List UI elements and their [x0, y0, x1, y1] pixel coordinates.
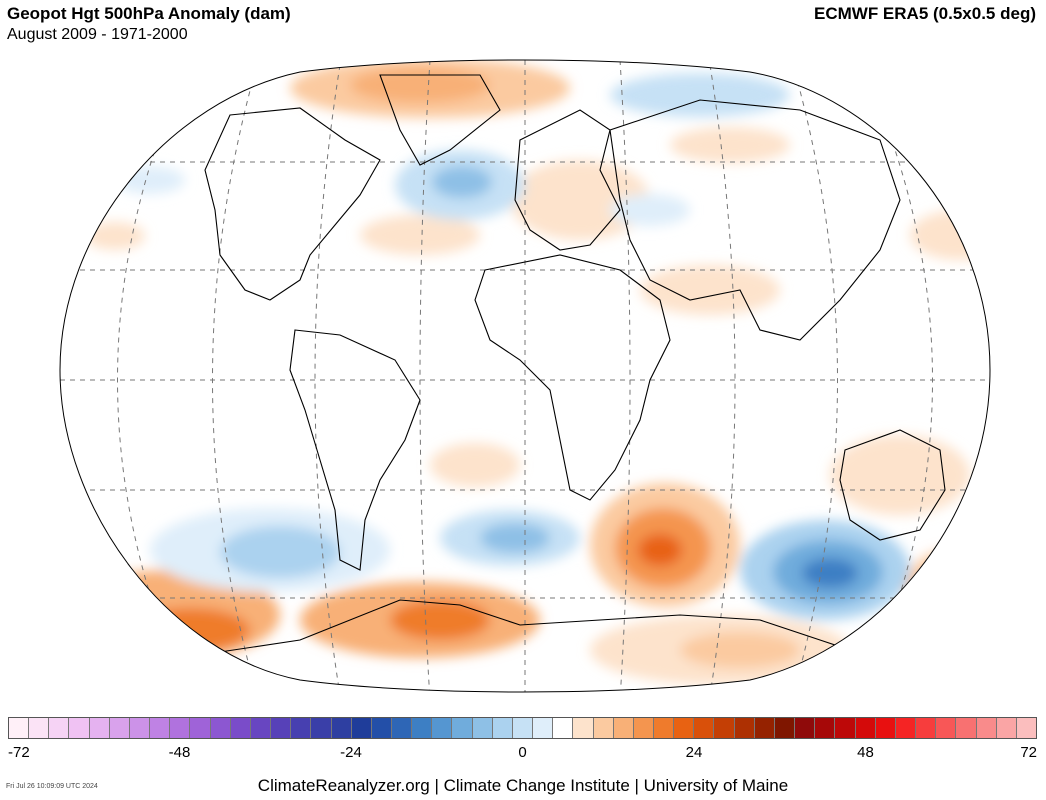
colorbar-swatch — [331, 718, 352, 738]
anomaly-antarctic-positive-core — [390, 600, 490, 640]
colorbar-swatch — [170, 718, 191, 738]
greenland-outline — [379, 74, 501, 166]
colorbar-swatch — [976, 718, 997, 738]
colorbar-swatch — [1016, 718, 1036, 738]
anomaly-atlantic-positive — [360, 215, 480, 255]
north-america-outline — [204, 107, 381, 301]
colorbar-swatch — [391, 718, 413, 738]
africa-outline — [474, 254, 671, 501]
colorbar-tick-label: 72 — [1020, 744, 1037, 761]
colorbar-swatch — [533, 718, 554, 738]
colorbar-swatch — [230, 718, 251, 738]
colorbar-swatch — [573, 718, 594, 738]
colorbar-swatch — [412, 718, 433, 738]
colorbar-swatch — [29, 718, 50, 738]
colorbar-swatch — [250, 718, 272, 738]
anomaly-sw-indian-positive-core — [638, 534, 682, 566]
europe-outline — [514, 109, 621, 251]
anomaly-far-east-positive — [905, 550, 990, 630]
colorbar-swatch — [774, 718, 796, 738]
colorbar-swatch — [432, 718, 453, 738]
world-anomaly-map — [59, 59, 991, 693]
colorbar-swatch — [49, 718, 70, 738]
colorbar-tick-label: -48 — [168, 744, 191, 761]
colorbar-swatch — [835, 718, 856, 738]
render-timestamp: Fri Jul 26 10:09:09 UTC 2024 — [6, 783, 98, 790]
globe-border — [59, 59, 991, 693]
map-subtitle: August 2009 - 1971-2000 — [7, 26, 188, 43]
asia-outline — [609, 99, 901, 341]
anomaly-pacific-positive — [85, 222, 145, 250]
anomaly-north-atlantic-negative-core — [432, 166, 492, 198]
colorbar-swatch — [674, 718, 695, 738]
colorbar-swatch — [956, 718, 977, 738]
colorbar-tick-label: 48 — [857, 744, 874, 761]
colorbar-swatch — [512, 718, 534, 738]
colorbar-swatch — [875, 718, 896, 738]
anomaly-asia-positive — [640, 265, 780, 315]
graticule — [60, 60, 990, 692]
colorbar-swatch — [633, 718, 654, 738]
colorbar-swatch — [210, 718, 231, 738]
data-source-label: ECMWF ERA5 (0.5x0.5 deg) — [814, 4, 1036, 23]
colorbar-swatch — [916, 718, 937, 738]
colorbar-tick-label: -72 — [8, 744, 30, 761]
anomaly-arctic-positive-core — [350, 67, 490, 103]
colorbar-ticks: -72 -48 -24 0 24 48 72 — [8, 744, 1037, 764]
colorbar-swatch — [150, 718, 171, 738]
australia-outline — [839, 429, 946, 541]
colorbar-swatch — [694, 718, 715, 738]
credits-footer: ClimateReanalyzer.org | Climate Change I… — [257, 776, 789, 795]
colorbar-swatch — [452, 718, 473, 738]
colorbar-swatch — [714, 718, 735, 738]
anomaly-pacific-east-positive — [910, 210, 990, 260]
colorbar-swatch — [89, 718, 110, 738]
colorbar-swatch — [613, 718, 634, 738]
anomaly-south-pacific-negative-core — [220, 526, 340, 578]
anomaly-north-pacific-negative — [115, 166, 185, 194]
colorbar-tick-label: 0 — [518, 744, 527, 761]
anomaly-arctic-negative — [610, 73, 790, 117]
colorbar-tick-label: -24 — [340, 744, 362, 761]
colorbar-swatch — [795, 718, 816, 738]
colorbar-swatch — [855, 718, 876, 738]
anomaly-south-atlantic-positive — [430, 443, 520, 487]
colorbar-swatch — [129, 718, 151, 738]
anomaly-south-indian-negative-core — [802, 558, 858, 588]
anomaly-south-atlantic-negative-core — [480, 523, 550, 553]
colorbar-swatch — [311, 718, 332, 738]
colorbar-swatch — [69, 718, 90, 738]
colorbar-swatch — [291, 718, 312, 738]
anomaly-australia-positive — [830, 435, 970, 515]
colorbar-swatch — [754, 718, 775, 738]
anomaly-south-pacific-west-core — [130, 608, 250, 652]
colorbar-swatch — [351, 718, 372, 738]
colorbar-swatch — [553, 718, 574, 738]
anomaly-europe-positive — [510, 160, 650, 240]
colorbar-swatch — [492, 718, 513, 738]
colorbar-tick-label: 24 — [685, 744, 703, 761]
colorbar — [8, 717, 1037, 739]
colorbar-swatch — [593, 718, 614, 738]
colorbar-swatch — [895, 718, 917, 738]
colorbar-swatch — [936, 718, 957, 738]
map-title: Geopot Hgt 500hPa Anomaly (dam) — [7, 4, 291, 23]
colorbar-swatch — [371, 718, 392, 738]
colorbar-swatch — [271, 718, 292, 738]
anomaly-east-antarctic-positive-core — [680, 632, 800, 668]
anomaly-siberia-positive — [670, 127, 790, 163]
antarctica-outline — [199, 599, 881, 661]
colorbar-swatch — [190, 718, 211, 738]
colorbar-swatch — [109, 718, 130, 738]
colorbar-swatch — [996, 718, 1017, 738]
continent-outlines — [199, 74, 946, 661]
colorbar-swatch — [9, 718, 30, 738]
anomaly-central-asia-negative — [610, 194, 690, 226]
colorbar-swatch — [734, 718, 755, 738]
colorbar-swatch — [815, 718, 836, 738]
colorbar-swatch — [472, 718, 493, 738]
colorbar-swatch — [654, 718, 675, 738]
south-america-outline — [289, 329, 421, 571]
